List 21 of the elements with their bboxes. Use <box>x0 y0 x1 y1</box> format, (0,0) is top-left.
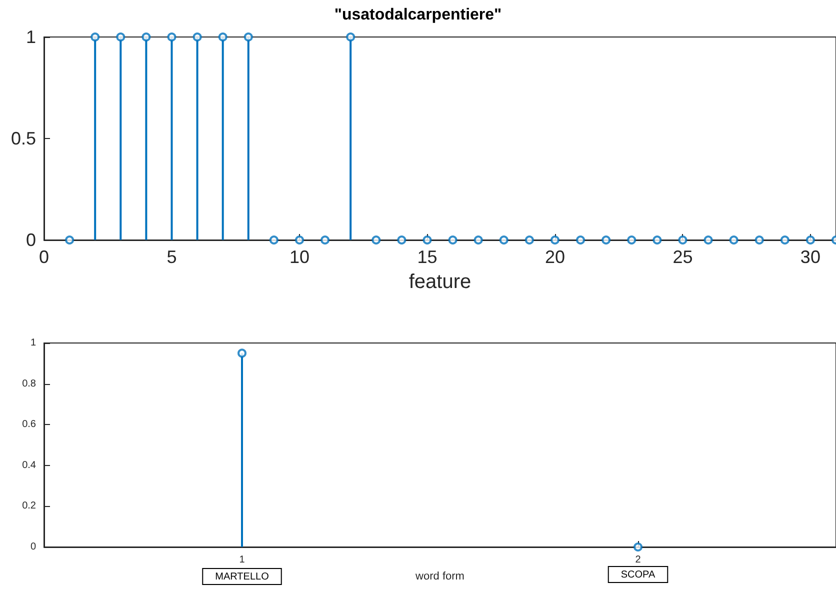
y-tick-label: 0 <box>26 230 36 250</box>
x-tick-label: 15 <box>417 247 438 267</box>
text: SCOPA <box>620 570 656 580</box>
text: MARTELLO <box>215 572 270 582</box>
x-tick-label: 30 <box>800 247 820 267</box>
y-tick-label: 0 <box>30 542 36 552</box>
x-tick-label: 25 <box>672 247 693 267</box>
y-tick-label: 1 <box>30 338 36 348</box>
y-tick-label: 0.2 <box>22 500 36 512</box>
x-axis-title: feature <box>408 271 472 293</box>
x-tick-label: 20 <box>544 247 565 267</box>
x-tick-label: 10 <box>289 247 310 267</box>
x-axis-title: word form <box>414 570 464 582</box>
y-tick-label: 0.8 <box>22 378 36 390</box>
y-tick-label: 0.5 <box>10 128 36 148</box>
y-tick-label: 0.6 <box>22 419 36 430</box>
y-tick-label: 0.4 <box>22 460 36 471</box>
x-tick-label: 5 <box>166 247 177 267</box>
chart-title: "usatodalcarpentiere" <box>334 6 502 24</box>
y-tick-label: 1 <box>26 27 36 47</box>
x-tick-label: 2 <box>635 554 642 566</box>
